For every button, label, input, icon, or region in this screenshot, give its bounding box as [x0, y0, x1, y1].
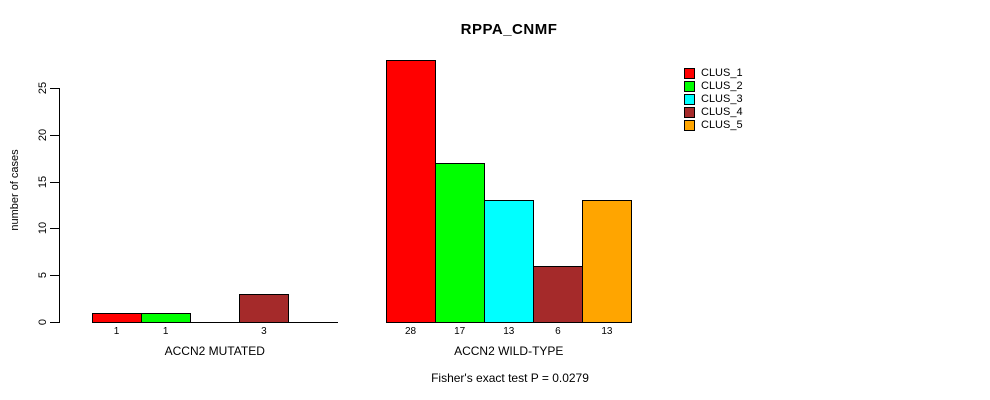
- legend-item: CLUS_1: [684, 67, 743, 79]
- y-axis-tick-label: 15: [37, 175, 49, 189]
- legend-label: CLUS_4: [701, 106, 743, 118]
- bar-value-label: 6: [555, 326, 561, 337]
- y-axis-tick-label: 25: [37, 81, 49, 95]
- bar-clus_2: [435, 163, 485, 323]
- y-axis-tick-label: 0: [37, 318, 49, 326]
- y-axis-tick: [50, 182, 59, 183]
- group-axis-label: ACCN2 WILD-TYPE: [454, 344, 564, 358]
- bar-clus_5: [582, 200, 632, 323]
- legend-label: CLUS_1: [701, 67, 743, 79]
- group-axis-label: ACCN2 MUTATED: [164, 344, 265, 358]
- legend-color-swatch: [684, 106, 695, 118]
- bar-clus_3: [484, 200, 534, 323]
- legend-item: CLUS_3: [684, 93, 743, 105]
- legend-item: CLUS_5: [684, 119, 743, 131]
- bar-value-label: 13: [601, 326, 613, 337]
- bar-value-label: 1: [113, 326, 120, 337]
- bar-clus_1: [386, 60, 436, 323]
- bar-clus_4: [533, 266, 583, 323]
- y-axis-tick: [50, 88, 59, 89]
- legend-item: CLUS_4: [684, 106, 743, 118]
- legend-label: CLUS_5: [701, 119, 743, 131]
- y-axis-tick: [50, 228, 59, 229]
- legend-color-swatch: [684, 93, 695, 105]
- y-axis-tick-label: 5: [37, 271, 49, 279]
- legend-color-swatch: [684, 67, 695, 79]
- bar-clus_1: [92, 313, 142, 323]
- bar-clus_4: [239, 294, 289, 323]
- legend-color-swatch: [684, 80, 695, 92]
- y-axis-tick: [50, 275, 59, 276]
- bar-value-label: 3: [261, 326, 267, 337]
- y-axis-tick-label: 20: [37, 128, 49, 142]
- fisher-test-annotation: Fisher's exact test P = 0.0279: [431, 371, 589, 385]
- y-axis-tick: [50, 135, 59, 136]
- legend: CLUS_1 CLUS_2 CLUS_3 CLUS_4 CLUS_5: [684, 67, 743, 132]
- bar-value-label: 1: [162, 326, 169, 337]
- bar-value-label: 17: [454, 326, 466, 337]
- y-axis-tick: [50, 322, 59, 323]
- legend-item: CLUS_2: [684, 80, 743, 92]
- bar-clus_2: [141, 313, 191, 323]
- x-axis-baseline: [92, 322, 338, 323]
- y-axis-tick-label: 10: [37, 221, 49, 235]
- chart-title: RPPA_CNMF: [460, 21, 558, 38]
- bar-value-label: 13: [503, 326, 515, 337]
- bar-value-label: 28: [404, 326, 417, 337]
- legend-label: CLUS_3: [701, 93, 743, 105]
- legend-label: CLUS_2: [701, 80, 743, 92]
- y-axis: [59, 88, 60, 323]
- legend-color-swatch: [684, 119, 695, 131]
